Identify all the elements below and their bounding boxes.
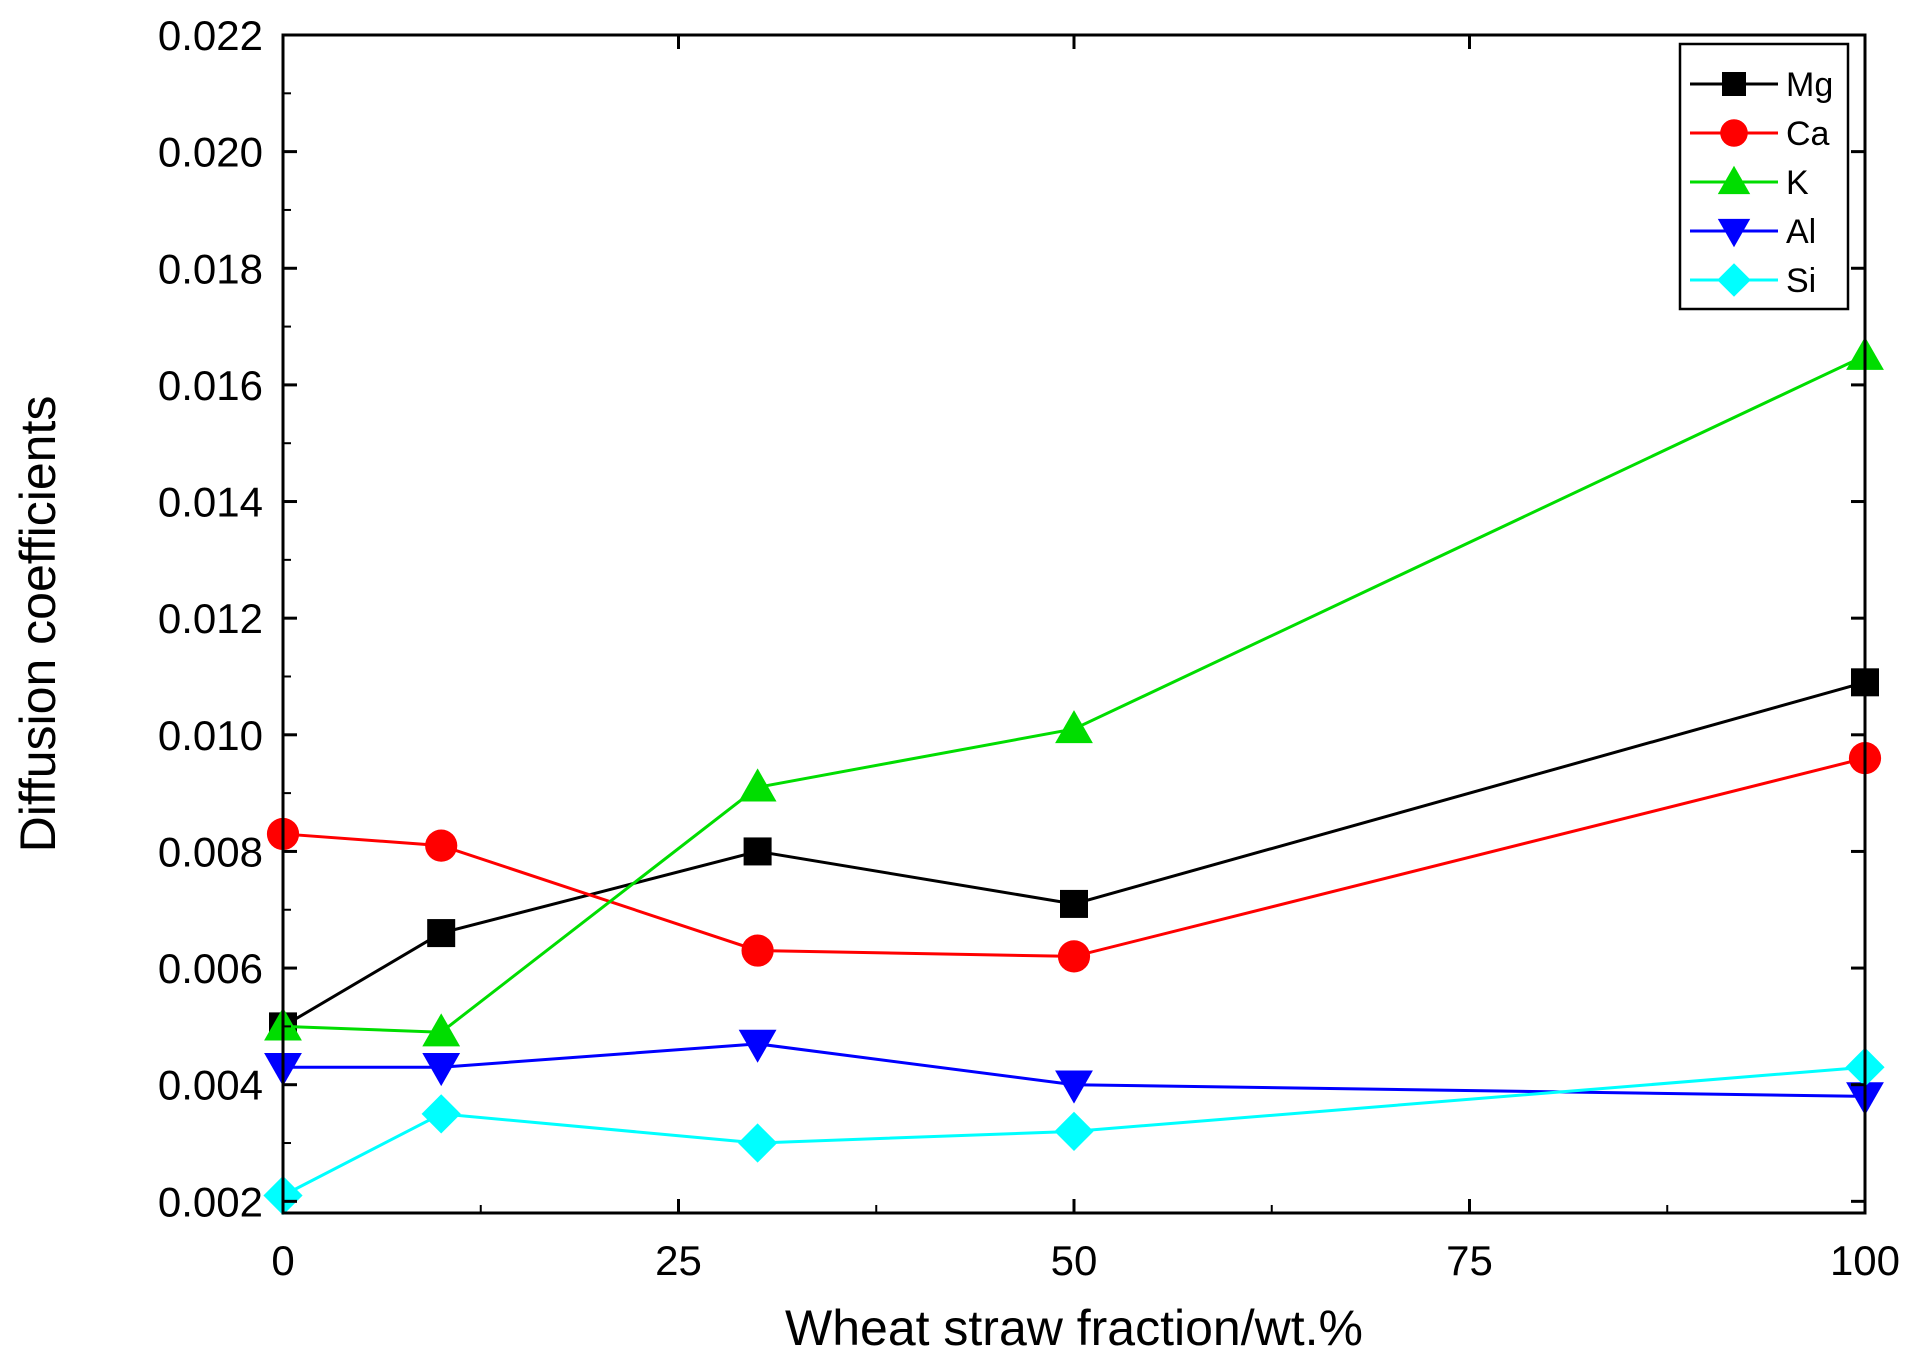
legend-marker-mg [1722,72,1746,96]
data-point-k [738,768,777,802]
legend-label: K [1786,164,1809,202]
data-point-al [422,1053,461,1087]
legend: Mg Ca K Al Si [1678,42,1850,311]
x-tick-label: 50 [1051,1237,1098,1284]
data-point-al [1055,1070,1093,1104]
data-point-mg [1060,889,1088,918]
series-line-ca [282,756,1866,958]
y-axis-title: Diffusion coefficients [10,396,66,853]
data-point-k [422,1013,461,1047]
legend-item-k: K [1690,164,1809,202]
x-tick-label: 0 [271,1237,294,1284]
legend-marker-al [1717,218,1751,248]
series-al [264,1029,1884,1116]
legend-marker-ca [1720,119,1748,147]
legend-marker-k [1717,165,1751,195]
legend-item-al: Al [1690,213,1816,251]
x-tick-label: 75 [1446,1237,1493,1284]
legend-label: Mg [1786,66,1833,104]
data-point-mg [743,837,772,866]
y-tick-label: 0.014 [158,479,263,526]
y-tick-label: 0.016 [158,362,263,409]
y-tick-label: 0.022 [158,12,263,59]
y-tick-label: 0.012 [158,595,263,642]
legend-item-si: Si [1690,262,1816,300]
series-si [263,1047,1885,1216]
y-tick-label: 0.010 [158,712,263,759]
plot-frame [281,33,1867,1215]
legend-item-mg: Mg [1690,66,1833,104]
data-point-si [738,1123,778,1163]
data-point-si [1054,1111,1094,1151]
legend-label: Al [1786,213,1816,251]
data-point-ca [741,934,774,967]
series-line-k [282,354,1866,1034]
data-point-ca [1057,940,1091,973]
legend-label: Ca [1786,115,1830,153]
legend-box [1678,42,1850,311]
legend-label: Si [1786,262,1816,300]
data-point-si [421,1094,461,1134]
data-point-k [1055,710,1093,744]
series-mg [269,668,1879,1041]
data-point-mg [427,919,456,948]
data-point-al [738,1029,777,1063]
legend-item-ca: Ca [1690,115,1830,153]
data-point-ca [425,829,458,862]
legend-marker-si [1717,263,1751,297]
y-tick-label: 0.002 [158,1178,263,1225]
series-layer [263,336,1885,1216]
y-tick-label: 0.006 [158,945,263,992]
ticks-layer: 0 25 50 75 100 0.002 0.004 0.006 0.008 0.010 0.012… [158,12,1900,1284]
series-k [264,336,1884,1047]
y-tick-label: 0.018 [158,245,263,292]
y-tick-label: 0.004 [158,1062,263,1109]
x-tick-label: 25 [655,1237,702,1284]
series-ca [266,742,1882,973]
y-tick-label: 0.020 [158,129,263,176]
x-axis-title: Wheat straw fraction/wt.% [785,1300,1363,1356]
x-tick-label: 100 [1830,1237,1900,1284]
y-tick-label: 0.008 [158,828,263,875]
